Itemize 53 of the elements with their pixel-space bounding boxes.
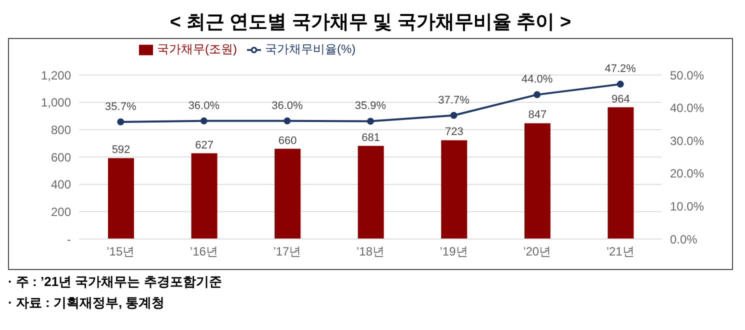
data-label: 36.0% xyxy=(188,100,220,112)
y-tick-label: 600 xyxy=(50,150,72,164)
data-label: 660 xyxy=(278,134,297,147)
y-tick-label: 200 xyxy=(50,204,72,219)
data-label: 36.0% xyxy=(272,100,304,112)
bar xyxy=(108,158,134,239)
y-tick-label: 800 xyxy=(50,122,72,137)
y2-tick-label: 10.0% xyxy=(670,199,704,214)
point xyxy=(200,117,208,124)
y2-tick-label: 40.0% xyxy=(670,101,704,116)
point xyxy=(117,118,124,126)
bar xyxy=(358,146,384,239)
bar xyxy=(441,140,468,239)
x-tick-label: ’20년 xyxy=(523,244,552,259)
y2-tick-label: 20.0% xyxy=(670,166,704,181)
data-label: 47.2% xyxy=(604,63,636,76)
bar xyxy=(274,148,301,239)
x-tick-label: ’18년 xyxy=(356,244,385,259)
x-tick-label: ’19년 xyxy=(440,244,468,259)
bar xyxy=(191,153,218,239)
legend-label: 국가채무(조원) xyxy=(157,42,237,56)
data-label: 35.7% xyxy=(105,100,136,113)
bar xyxy=(608,107,634,239)
x-tick-label: ’21년 xyxy=(606,244,634,259)
x-tick-label: ’15년 xyxy=(106,244,135,259)
point xyxy=(616,80,624,88)
y2-tick-label: 30.0% xyxy=(670,134,704,148)
data-label: 44.0% xyxy=(521,74,553,86)
y2-tick-label: 0.0% xyxy=(670,232,698,246)
bar xyxy=(524,123,550,239)
legend-label: 국가채무비율(%) xyxy=(265,42,356,56)
x-tick-label: ’17년 xyxy=(273,244,302,259)
point xyxy=(367,118,374,125)
text: · 주 : ’21년 국가채무는 추경포함기준 xyxy=(8,273,223,291)
y-tick-label: - xyxy=(67,232,71,246)
data-label: 35.9% xyxy=(354,100,386,112)
point xyxy=(534,91,541,98)
y2-tick-label: 50.0% xyxy=(670,68,704,82)
y-tick-label: 1,200 xyxy=(40,68,72,82)
point xyxy=(284,117,291,124)
point xyxy=(450,112,458,119)
y-tick-label: 1,000 xyxy=(40,96,72,110)
chart-title: < 최근 연도별 국가채무 및 국가채무비율 추이 > xyxy=(168,11,572,35)
data-label: 681 xyxy=(362,132,380,144)
text: · 자료 : 기획재정부, 통계청 xyxy=(8,294,166,312)
x-tick-label: ’16년 xyxy=(190,244,218,259)
data-label: 964 xyxy=(612,93,630,106)
y-tick-label: 400 xyxy=(50,178,72,192)
data-label: 847 xyxy=(528,109,547,122)
data-label: 592 xyxy=(112,144,130,156)
data-label: 627 xyxy=(195,139,214,152)
data-label: 723 xyxy=(444,126,464,138)
data-label: 37.7% xyxy=(438,94,470,106)
